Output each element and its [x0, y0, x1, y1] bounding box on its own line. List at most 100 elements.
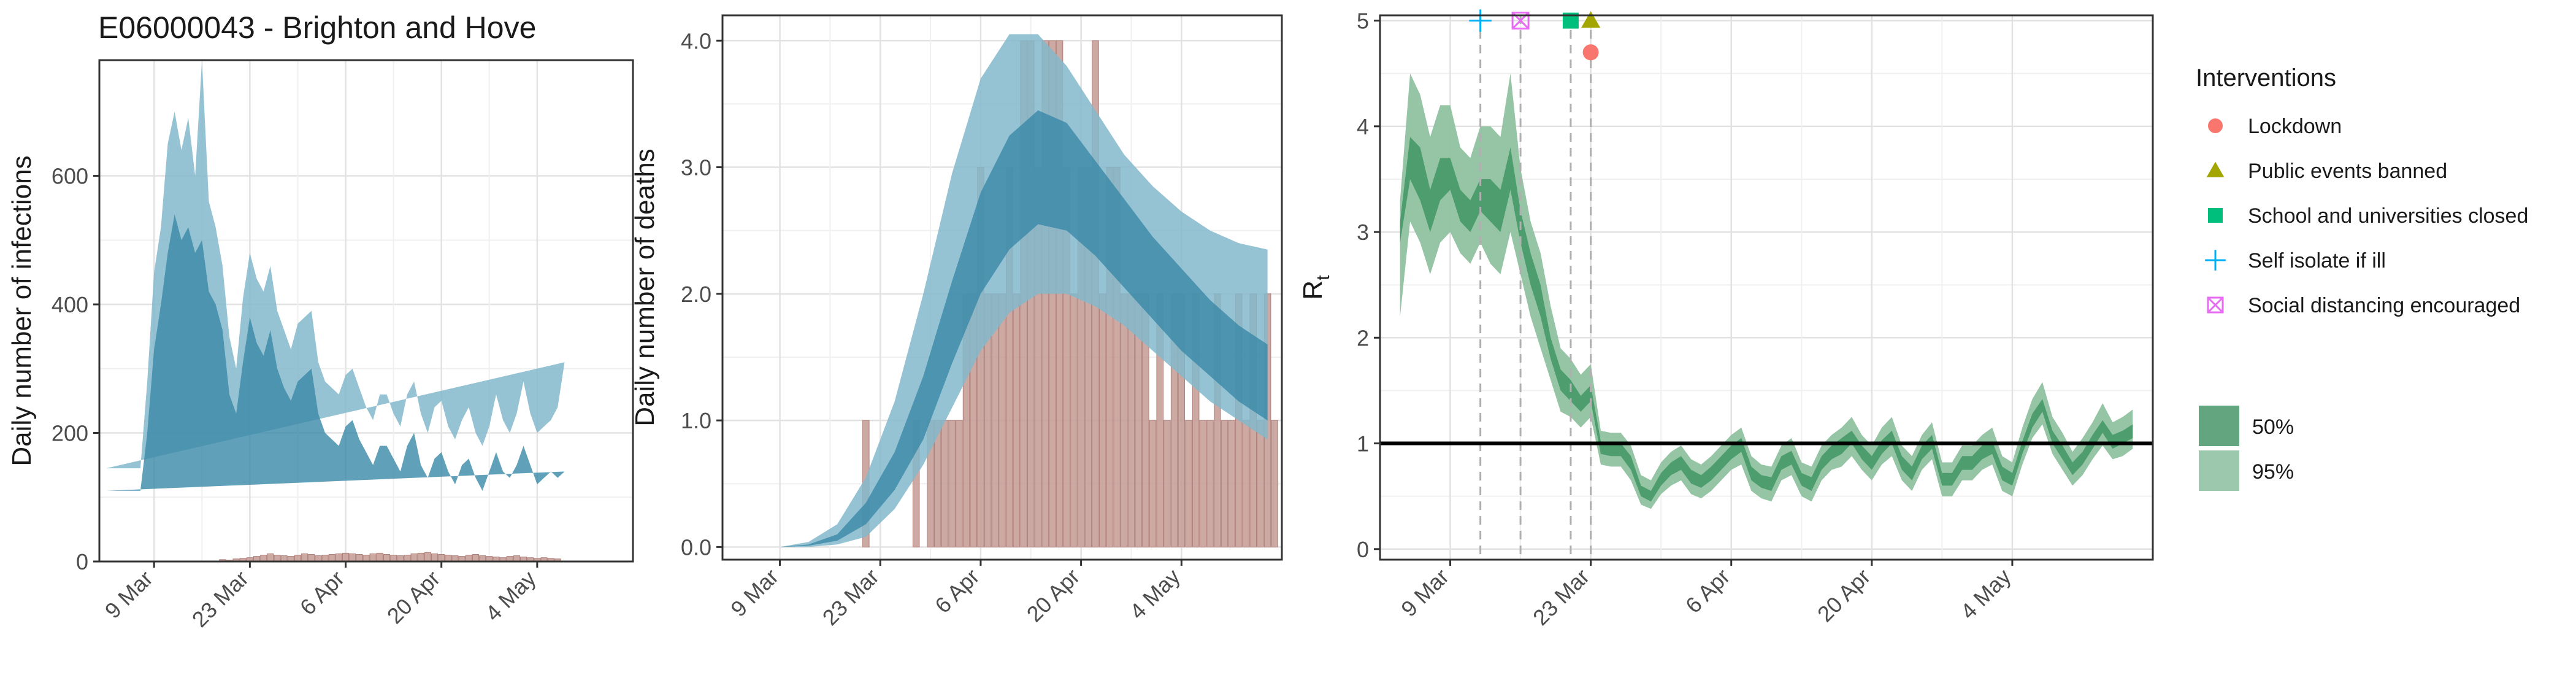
- y-axis-label: Daily number of deaths: [630, 149, 660, 426]
- bar: [1257, 420, 1264, 547]
- bar: [438, 554, 445, 562]
- bar: [1185, 420, 1192, 547]
- y-tick-label: 1.0: [681, 408, 711, 433]
- bar: [349, 553, 356, 562]
- bar: [417, 552, 424, 562]
- bar: [1163, 420, 1171, 547]
- bar: [1056, 40, 1064, 547]
- bar: [301, 553, 309, 562]
- y-tick-label: 0.0: [681, 534, 711, 560]
- legend-intervention-label: Self isolate if ill: [2248, 249, 2386, 272]
- intervention-marker: [1581, 11, 1601, 28]
- x-tick-label: 4 May: [1955, 564, 2015, 624]
- legend-plus-icon: [2205, 250, 2226, 271]
- bar: [335, 553, 342, 562]
- y-tick-label: 200: [52, 421, 88, 446]
- y-tick-label: 2.0: [681, 282, 711, 307]
- bar: [445, 555, 452, 562]
- bar: [1242, 420, 1250, 547]
- chart-title: E06000043 - Brighton and Hove: [98, 10, 536, 45]
- x-tick-label: 4 May: [480, 566, 540, 626]
- band-95: [780, 34, 1268, 547]
- bar: [1013, 293, 1021, 547]
- x-tick-label: 6 Apr: [295, 566, 349, 620]
- x-tick-label: 20 Apr: [1812, 564, 1876, 627]
- bar: [941, 420, 949, 547]
- bar: [1041, 40, 1049, 547]
- bar: [274, 555, 281, 562]
- bar: [369, 553, 377, 562]
- y-tick-label: 0: [1357, 537, 1369, 562]
- legend-square-icon: [2208, 208, 2223, 223]
- bar: [1121, 293, 1128, 547]
- x-tick-label: 9 Mar: [100, 566, 158, 623]
- x-tick-label: 9 Mar: [726, 564, 783, 622]
- y-tick-label: 4: [1357, 114, 1369, 139]
- band-50: [1400, 137, 2133, 502]
- bar: [410, 553, 418, 562]
- bar: [376, 552, 383, 562]
- bar: [260, 555, 267, 562]
- panel-border: [721, 14, 1283, 561]
- bar: [1049, 40, 1056, 547]
- intervention-marker: [1582, 44, 1599, 61]
- x-tick-label: 20 Apr: [1022, 564, 1085, 627]
- bar: [1199, 420, 1207, 547]
- legend-swatch: [2199, 406, 2239, 446]
- legend-intervention-label: Public events banned: [2248, 160, 2447, 183]
- bar: [308, 554, 315, 562]
- legend: Interventions Lockdown Public events bann…: [2196, 64, 2528, 491]
- y-tick-label: 1: [1357, 431, 1369, 457]
- bar: [328, 554, 335, 562]
- panel-border: [98, 59, 634, 563]
- legend-interventions-title: Interventions: [2196, 64, 2336, 91]
- bar: [1070, 293, 1078, 547]
- bar: [1149, 420, 1157, 547]
- bar: [1206, 420, 1214, 547]
- legend-triangle-icon: [2206, 161, 2225, 177]
- y-tick-label: 2: [1357, 325, 1369, 350]
- bar: [956, 420, 963, 547]
- bar: [342, 552, 350, 562]
- x-tick-label: 9 Mar: [1396, 564, 1454, 622]
- x-tick-label: 20 Apr: [382, 566, 445, 629]
- y-tick-label: 5: [1357, 9, 1369, 34]
- rt-panel: 0 1 2 3 4 5 9 Mar 23 Mar 6 Apr 20 Apr 4 May Rt: [1298, 9, 2154, 630]
- intervention-marker: [1469, 9, 1492, 32]
- y-axis-label: Daily number of infections: [7, 155, 37, 466]
- y-axis-label: Rt: [1298, 275, 1333, 300]
- bar: [294, 555, 301, 562]
- legend-interval-label: 95%: [2252, 460, 2294, 484]
- bar: [404, 555, 411, 562]
- band-50: [780, 110, 1268, 547]
- legend-swatch: [2199, 450, 2239, 491]
- bar: [465, 555, 472, 562]
- bar: [383, 554, 390, 562]
- y-tick-label: 3: [1357, 220, 1369, 245]
- legend-interval-label: 50%: [2252, 415, 2294, 439]
- bar: [356, 554, 363, 562]
- bar: [390, 555, 397, 562]
- bar: [1271, 420, 1279, 547]
- bar: [948, 420, 956, 547]
- panel-border: [1379, 14, 2154, 561]
- bar: [1228, 420, 1235, 547]
- legend-circle-icon: [2208, 118, 2223, 133]
- deaths-panel: 0.0 1.0 2.0 3.0 4.0 9 Mar 23 Mar 6 Apr 20 Apr 4 M…: [630, 14, 1283, 630]
- x-tick-label: 23 Mar: [818, 564, 884, 630]
- x-tick-label: 23 Mar: [187, 566, 253, 632]
- legend-intervention-label: Lockdown: [2248, 115, 2342, 138]
- bar: [267, 553, 274, 562]
- bar: [424, 552, 431, 562]
- bar: [999, 293, 1006, 547]
- x-tick-label: 6 Apr: [1681, 564, 1735, 618]
- legend-intervention-label: Social distancing encouraged: [2248, 294, 2520, 317]
- legend-intervention-label: School and universities closed: [2248, 204, 2528, 228]
- bar: [431, 553, 439, 562]
- y-tick-label: 3.0: [681, 155, 711, 180]
- bar: [1098, 293, 1106, 547]
- band-50: [106, 214, 565, 491]
- y-tick-label: 600: [52, 164, 88, 189]
- x-tick-label: 23 Mar: [1528, 564, 1594, 630]
